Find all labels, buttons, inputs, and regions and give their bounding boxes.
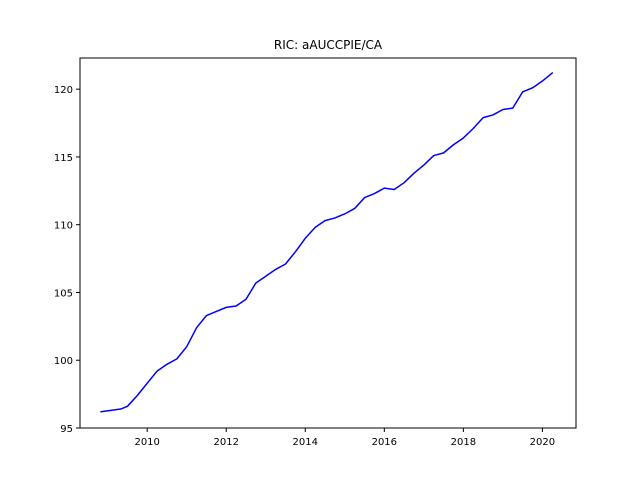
x-tick-label: 2020 xyxy=(530,437,555,448)
x-tick-label: 2014 xyxy=(293,437,318,448)
plot-frame xyxy=(79,57,577,429)
y-tick-label: 115 xyxy=(54,153,73,164)
y-tick-label: 110 xyxy=(54,221,73,232)
y-tick-label: 105 xyxy=(54,288,73,299)
y-axis: 95 100 105 110 115 120 xyxy=(54,85,80,435)
y-tick-label: 120 xyxy=(54,85,73,96)
x-tick-label: 2012 xyxy=(214,437,239,448)
y-tick-label: 100 xyxy=(54,356,73,367)
series-line xyxy=(100,72,554,413)
y-tick-label: 95 xyxy=(60,424,73,435)
chart-title: RIC: aAUCCPIE/CA xyxy=(274,38,383,52)
x-tick-label: 2010 xyxy=(134,437,159,448)
x-axis: 2010 2012 2014 2016 2018 2020 xyxy=(134,428,555,448)
x-tick-label: 2018 xyxy=(451,437,476,448)
x-tick-label: 2016 xyxy=(372,437,397,448)
series-layer xyxy=(100,72,554,413)
